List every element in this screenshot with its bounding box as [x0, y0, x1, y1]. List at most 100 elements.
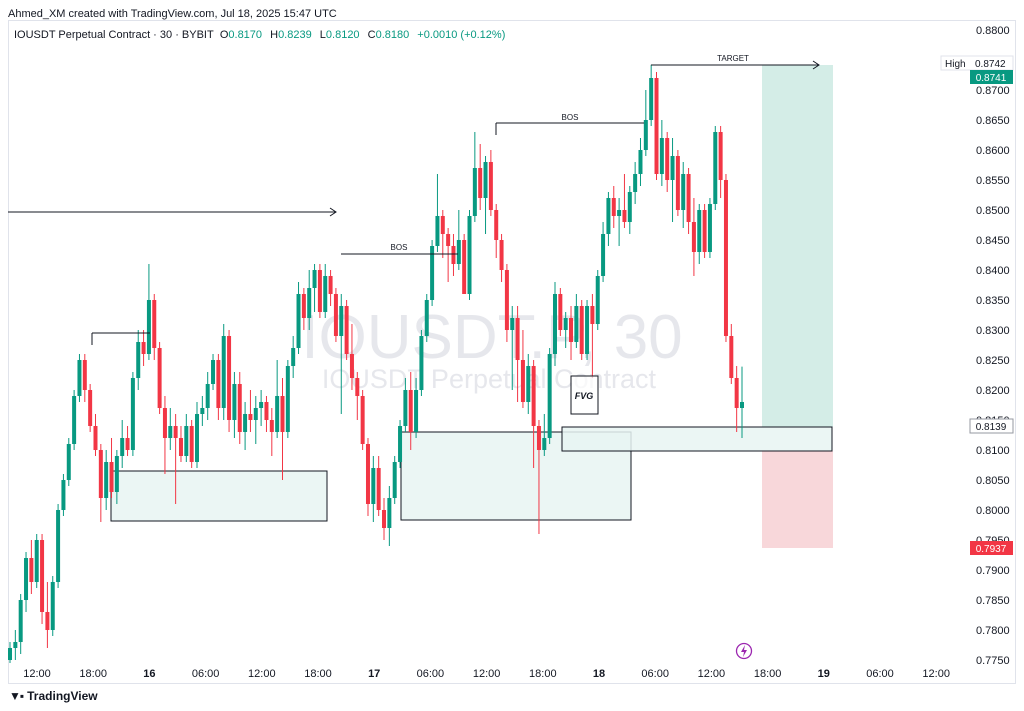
- candle-body[interactable]: [285, 366, 290, 432]
- stop-zone[interactable]: [762, 451, 833, 548]
- candle-body[interactable]: [654, 78, 659, 174]
- candle-body[interactable]: [216, 360, 221, 408]
- candle-body[interactable]: [136, 342, 141, 378]
- candle-body[interactable]: [675, 156, 680, 210]
- candle-body[interactable]: [82, 360, 87, 390]
- candle-body[interactable]: [232, 384, 237, 420]
- candle-body[interactable]: [430, 246, 435, 300]
- candle-body[interactable]: [403, 390, 408, 426]
- candle-body[interactable]: [670, 156, 675, 180]
- candle-body[interactable]: [205, 384, 210, 408]
- candle-body[interactable]: [552, 294, 557, 354]
- candle-body[interactable]: [563, 318, 568, 330]
- candle-body[interactable]: [398, 426, 403, 462]
- candle-body[interactable]: [579, 306, 584, 354]
- candle-body[interactable]: [162, 408, 167, 438]
- candle-body[interactable]: [723, 180, 728, 336]
- candle-body[interactable]: [718, 132, 723, 180]
- order-block-1[interactable]: [110, 470, 328, 522]
- candle-body[interactable]: [499, 240, 504, 270]
- candle-body[interactable]: [227, 336, 232, 420]
- candle-body[interactable]: [702, 210, 707, 252]
- candle-body[interactable]: [104, 462, 109, 498]
- candle-body[interactable]: [269, 420, 274, 432]
- candle-body[interactable]: [189, 426, 194, 462]
- candle-body[interactable]: [173, 426, 178, 438]
- candle-body[interactable]: [312, 270, 317, 288]
- candle-body[interactable]: [611, 198, 616, 216]
- candle-body[interactable]: [510, 318, 515, 330]
- candle-body[interactable]: [66, 444, 71, 480]
- candle-body[interactable]: [243, 414, 248, 432]
- candle-body[interactable]: [531, 366, 536, 426]
- candle-body[interactable]: [707, 204, 712, 252]
- candle-body[interactable]: [483, 162, 488, 198]
- candle-body[interactable]: [617, 210, 622, 216]
- candle-body[interactable]: [125, 438, 130, 450]
- candle-body[interactable]: [114, 456, 119, 492]
- candle-body[interactable]: [681, 174, 686, 210]
- candle-body[interactable]: [740, 402, 744, 408]
- candle-body[interactable]: [211, 360, 216, 384]
- candle-body[interactable]: [291, 348, 296, 366]
- candle-body[interactable]: [248, 414, 253, 420]
- candle-body[interactable]: [29, 558, 34, 582]
- candle-body[interactable]: [296, 294, 301, 348]
- candle-body[interactable]: [339, 306, 344, 336]
- candle-body[interactable]: [253, 408, 258, 420]
- candle-body[interactable]: [24, 558, 29, 600]
- candle-body[interactable]: [392, 462, 397, 498]
- candle-body[interactable]: [734, 378, 739, 408]
- candle-body[interactable]: [98, 450, 103, 498]
- candle-body[interactable]: [643, 120, 648, 150]
- candle-body[interactable]: [344, 306, 349, 354]
- candle-body[interactable]: [697, 210, 702, 252]
- candle-body[interactable]: [691, 222, 696, 252]
- candle-body[interactable]: [323, 276, 328, 312]
- candle-body[interactable]: [195, 414, 200, 462]
- candle-body[interactable]: [61, 480, 66, 510]
- candle-body[interactable]: [504, 270, 509, 330]
- candle-body[interactable]: [713, 132, 718, 204]
- candle-body[interactable]: [585, 306, 590, 354]
- candle-body[interactable]: [638, 150, 643, 174]
- candle-body[interactable]: [472, 168, 477, 216]
- target-zone[interactable]: [762, 65, 833, 427]
- candle-body[interactable]: [440, 216, 445, 234]
- candle-body[interactable]: [451, 246, 456, 264]
- candle-body[interactable]: [515, 318, 520, 360]
- candle-body[interactable]: [456, 240, 461, 264]
- candle-body[interactable]: [349, 354, 354, 378]
- candle-body[interactable]: [141, 342, 146, 354]
- candle-body[interactable]: [146, 300, 151, 354]
- candle-body[interactable]: [355, 378, 360, 396]
- candle-body[interactable]: [558, 294, 563, 330]
- price-axis[interactable]: 0.8800 0.8700 0.8650 0.8600 0.8550 0.8500 0.84…: [976, 25, 1010, 667]
- candle-body[interactable]: [328, 276, 333, 294]
- fvg-box[interactable]: [570, 375, 599, 415]
- candle-body[interactable]: [93, 426, 98, 450]
- candle-body[interactable]: [72, 396, 77, 444]
- candle-body[interactable]: [590, 306, 595, 324]
- candle-body[interactable]: [520, 360, 525, 402]
- candle-body[interactable]: [574, 306, 579, 342]
- candle-body[interactable]: [307, 288, 312, 318]
- candle-body[interactable]: [371, 468, 376, 504]
- candle-body[interactable]: [88, 390, 93, 426]
- candle-body[interactable]: [317, 270, 322, 312]
- candle-body[interactable]: [109, 462, 114, 492]
- candle-body[interactable]: [13, 642, 18, 648]
- candle-body[interactable]: [542, 438, 547, 450]
- candle-body[interactable]: [729, 336, 734, 378]
- candle-body[interactable]: [408, 390, 413, 432]
- candle-body[interactable]: [424, 300, 429, 336]
- candle-body[interactable]: [419, 336, 424, 390]
- candle-body[interactable]: [200, 408, 205, 414]
- candle-body[interactable]: [414, 390, 419, 432]
- candle-body[interactable]: [595, 276, 600, 324]
- candle-body[interactable]: [264, 402, 269, 420]
- symbol-name[interactable]: IOUSDT Perpetual Contract · 30 · BYBIT: [14, 29, 214, 41]
- candle-body[interactable]: [130, 378, 135, 450]
- candle-body[interactable]: [34, 540, 39, 582]
- candle-body[interactable]: [601, 234, 606, 276]
